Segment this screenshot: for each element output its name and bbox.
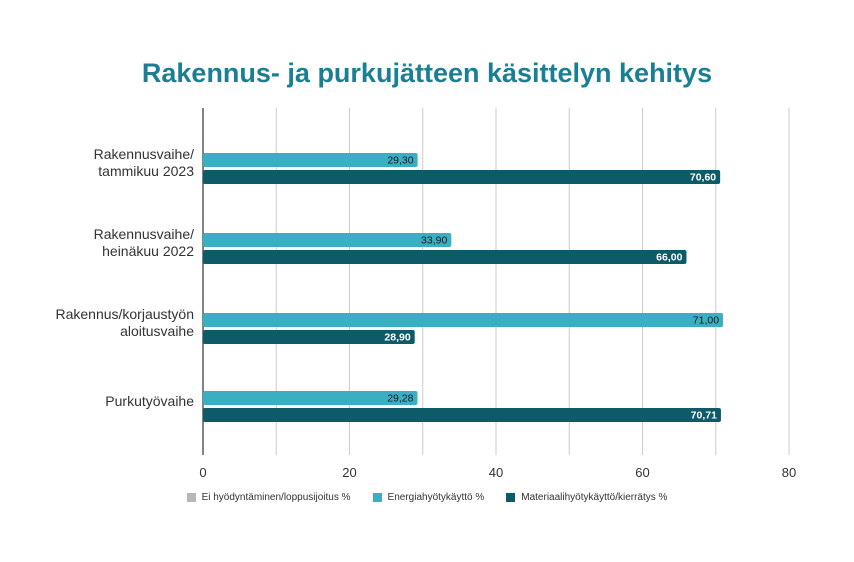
legend-swatch [506,493,516,502]
category-label-line: Rakennusvaihe/ [93,226,194,242]
bar-data-label: 29,30 [387,155,413,167]
legend-label: Energiahyötykäyttö % [387,492,485,503]
bar [203,153,418,167]
chart-title: Rakennus- ja purkujätteen käsittelyn keh… [141,58,713,88]
legend: Ei hyödyntäminen/loppusijoitus % Energiah… [0,492,854,503]
bar [203,391,418,405]
bar-data-label: 70,71 [691,410,717,422]
bar [203,313,724,327]
category-label-line: Rakennusvaihe/ [93,146,194,162]
x-tick-label: 40 [489,465,503,480]
x-tick-label: 20 [342,465,356,480]
x-tick-label: 60 [635,465,649,480]
category-label: Rakennusvaihe/tammikuu 2023 [14,146,194,180]
bar [203,233,452,247]
bar [203,408,721,422]
bar-data-label: 71,00 [693,315,719,327]
category-label-line: heinäkuu 2022 [102,243,194,259]
x-tick-label: 80 [782,465,796,480]
legend-item: Energiahyötykäyttö % [372,492,485,503]
bar-data-label: 33,90 [421,235,447,247]
category-label: Rakennus/korjaustyön aloitusvaihe [14,306,194,340]
bar [203,330,415,344]
legend-swatch [186,493,196,502]
bar-data-label: 29,28 [387,393,413,405]
legend-item: Ei hyödyntäminen/loppusijoitus % [186,492,351,503]
category-label-line: Rakennus/korjaustyön [55,306,194,322]
bar-data-label: 70,60 [690,172,716,184]
category-label: Rakennusvaihe/heinäkuu 2022 [14,226,194,260]
category-label: Purkutyövaihe [14,393,194,410]
legend-item: Materiaalihyötykäyttö/kierrätys % [506,492,667,503]
category-label-line: aloitusvaihe [120,323,194,339]
category-label-line: tammikuu 2023 [98,163,194,179]
bar [203,250,687,264]
bar [203,170,721,184]
x-tick-label: 0 [199,465,206,480]
legend-label: Ei hyödyntäminen/loppusijoitus % [201,492,351,503]
bar-data-label: 28,90 [384,332,410,344]
legend-label: Materiaalihyötykäyttö/kierrätys % [521,492,668,503]
category-label-line: Purkutyövaihe [105,393,194,409]
bar-data-label: 66,00 [656,252,682,264]
legend-swatch [372,493,382,502]
